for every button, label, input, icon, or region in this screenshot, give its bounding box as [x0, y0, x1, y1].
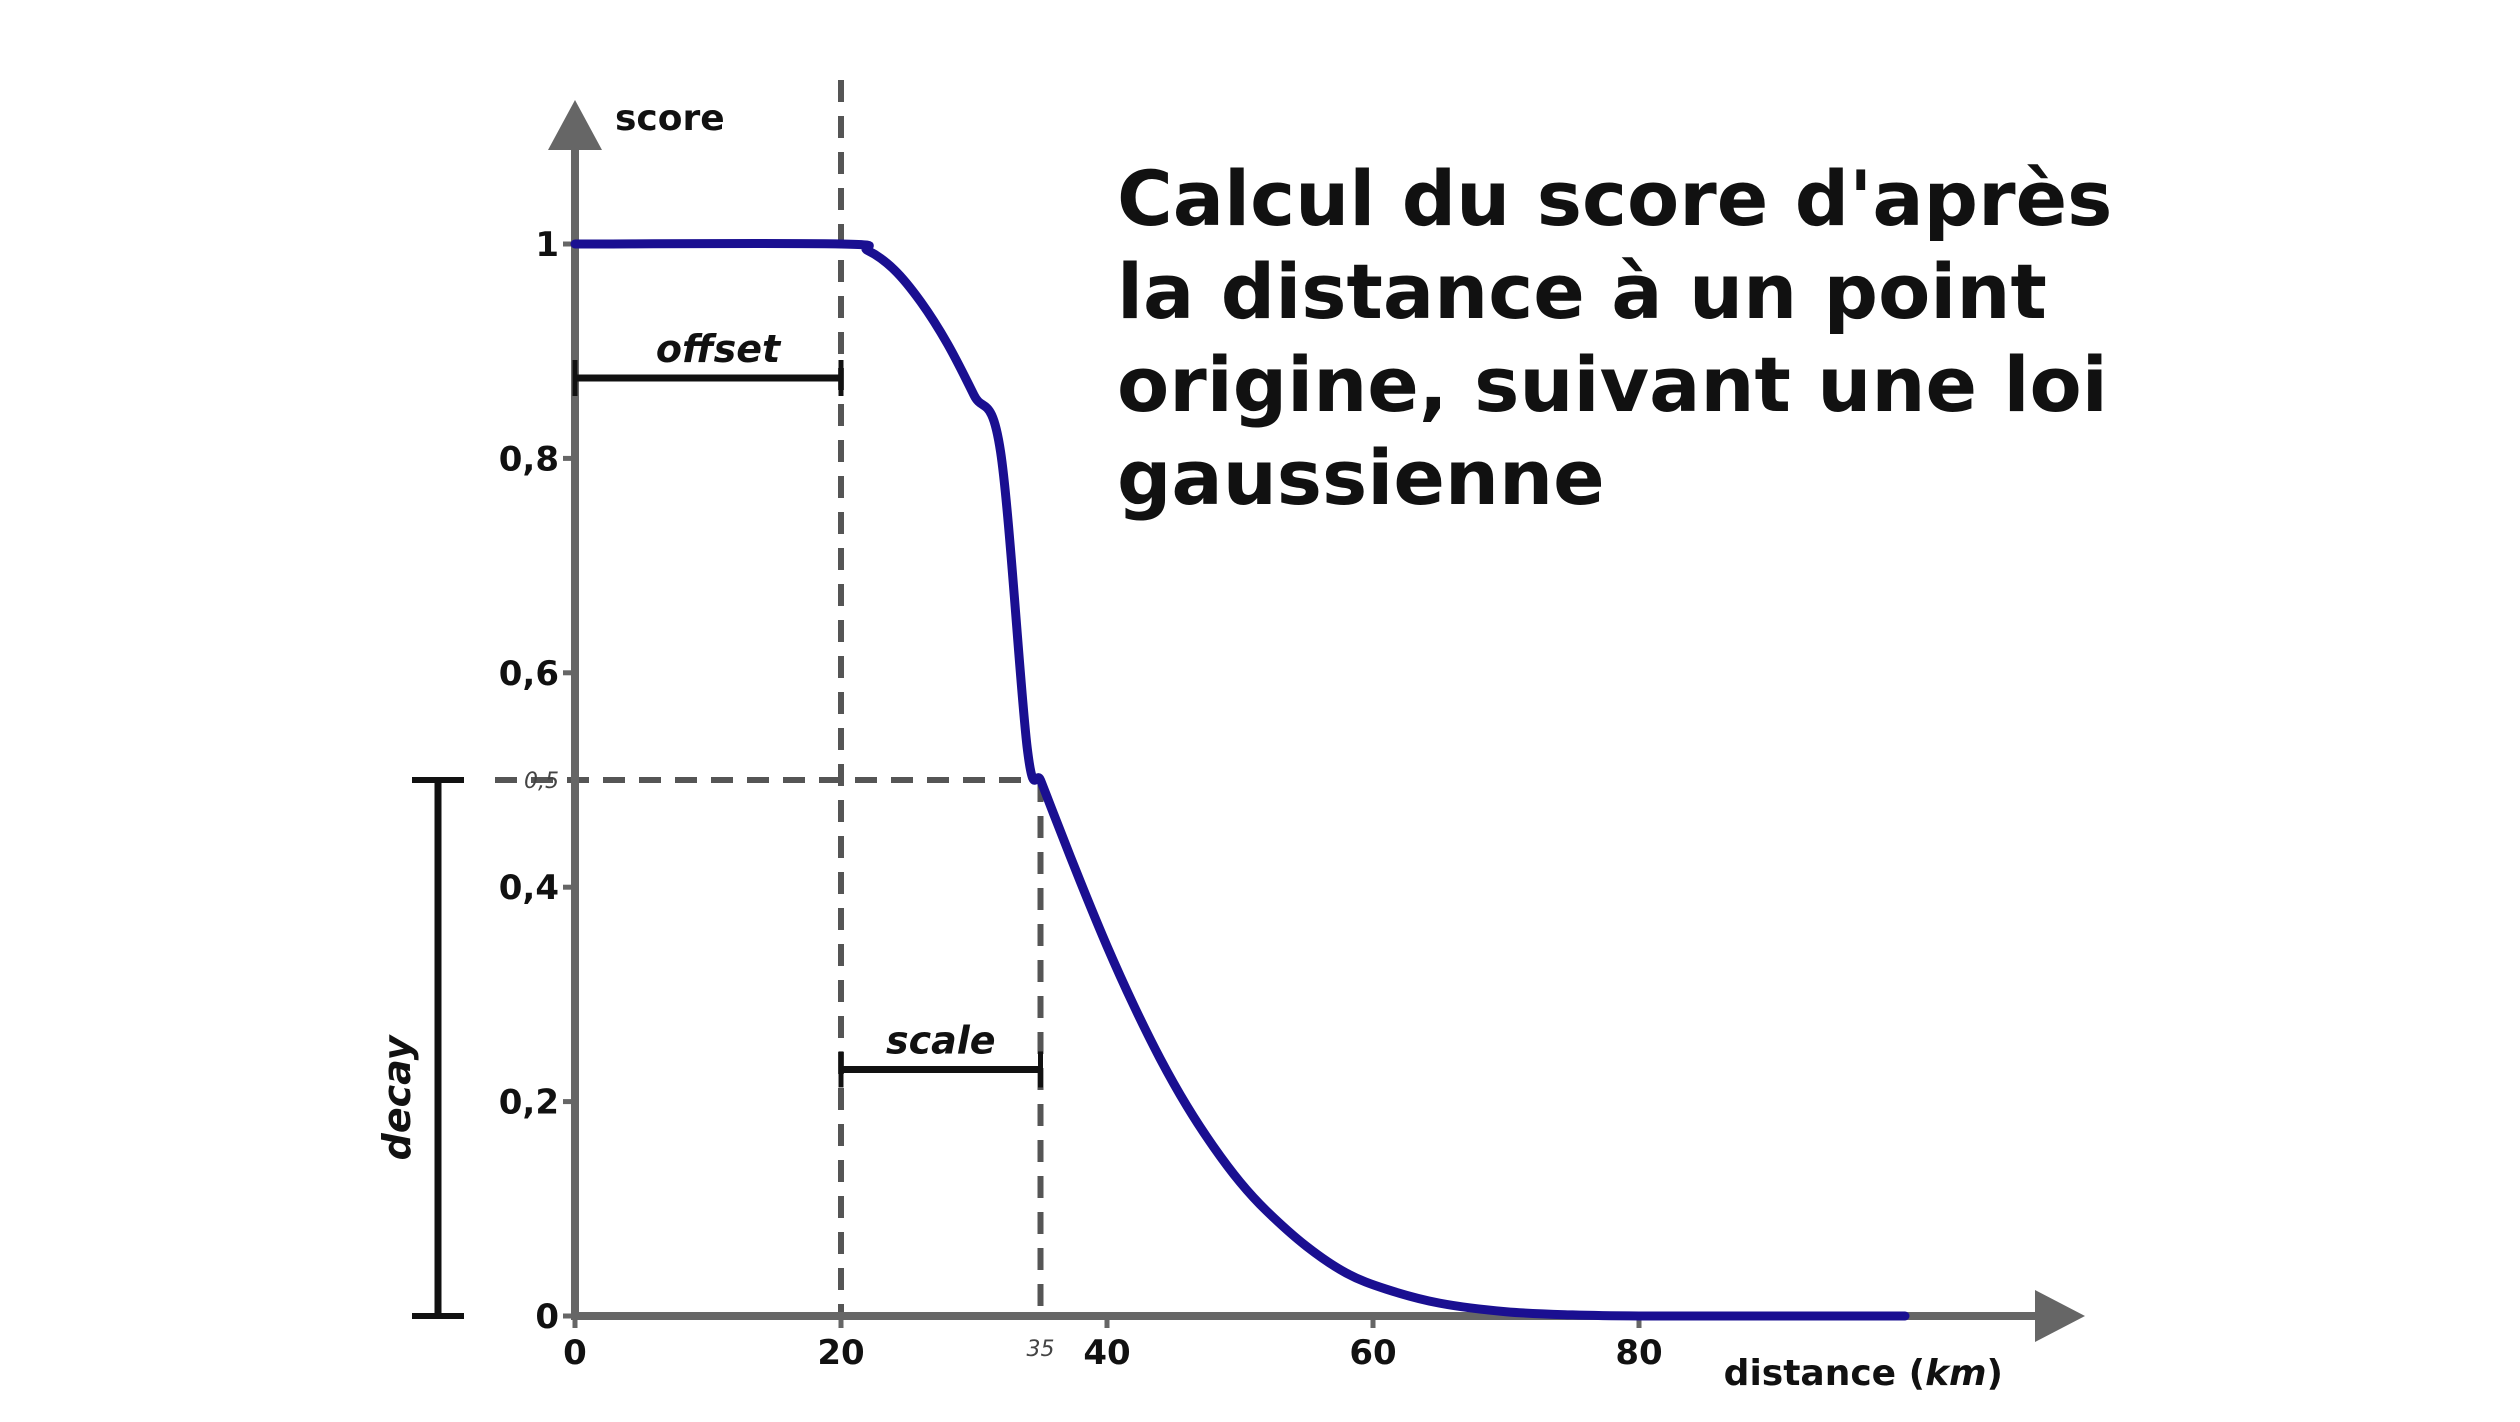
title-line-3: origine, suivant une loi: [1117, 340, 2108, 429]
y-tick-label: 0,8: [499, 439, 559, 479]
x-axis-label-main: distance (: [1724, 1353, 1925, 1394]
decay-bracket: decay: [375, 777, 464, 1319]
x-ticks: 0 20 40 60 80 35: [563, 1316, 1663, 1373]
scale-bracket: scale: [838, 1018, 1043, 1088]
annotations: offset scale decay: [375, 327, 1043, 1319]
y-marker-label: 0,5: [524, 769, 559, 794]
y-tick-label: 1: [535, 225, 559, 265]
y-tick-label: 0,2: [499, 1083, 559, 1123]
x-tick-label: 80: [1615, 1333, 1662, 1373]
y-axis-label: score: [615, 98, 725, 139]
x-tick-label: 40: [1083, 1333, 1130, 1373]
x-marker-label: 35: [1027, 1337, 1055, 1362]
chart-title: Calcul du score d'après la distance à un…: [1117, 154, 2112, 522]
x-axis-label: distance (km): [1724, 1353, 2003, 1394]
x-axis-arrow-icon: [2035, 1290, 2085, 1342]
x-axis-label-unit: km: [1925, 1353, 1986, 1394]
offset-bracket: offset: [572, 327, 844, 396]
title-line-2: la distance à un point: [1117, 247, 2047, 336]
y-axis-arrow-icon: [548, 100, 602, 150]
y-ticks: 0 0,2 0,4 0,6 0,8 1 0,5: [499, 225, 575, 1337]
title-line-4: gaussienne: [1117, 433, 1605, 522]
x-tick-label: 0: [563, 1333, 587, 1373]
scale-label: scale: [886, 1018, 996, 1062]
x-tick-label: 20: [817, 1333, 864, 1373]
title-line-1: Calcul du score d'après: [1117, 154, 2112, 243]
x-tick-label: 60: [1349, 1333, 1396, 1373]
y-tick-label: 0,6: [499, 654, 559, 694]
x-axis-label-close: ): [1987, 1353, 2003, 1394]
y-tick-label: 0,4: [499, 868, 559, 908]
decay-label: decay: [375, 1033, 419, 1160]
y-tick-label: 0: [535, 1297, 559, 1337]
offset-label: offset: [656, 327, 782, 371]
guide-lines: [495, 80, 1044, 1316]
series-line: [570, 239, 1910, 1321]
